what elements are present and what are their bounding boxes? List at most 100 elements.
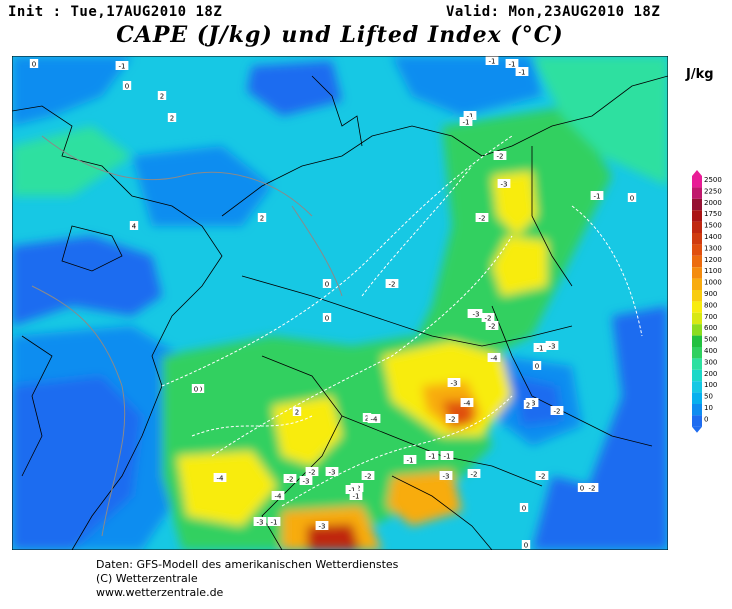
- legend-swatch: [692, 278, 702, 290]
- legend-swatch: [692, 392, 702, 404]
- positive-li-contours: [31, 135, 343, 537]
- credits-url[interactable]: www.wetterzentrale.de: [96, 586, 224, 599]
- lifted-index-label: -2: [485, 321, 499, 331]
- lifted-index-label: -2: [385, 279, 399, 289]
- svg-text:-1: -1: [489, 58, 496, 66]
- lifted-index-label: -1: [485, 56, 499, 66]
- lifted-index-label: 0: [322, 313, 332, 323]
- legend-min-arrow: [692, 426, 702, 433]
- svg-text:-3: -3: [443, 473, 450, 481]
- svg-text:2: 2: [526, 402, 530, 410]
- color-legend: 2500225020001750150014001300120011001000…: [692, 170, 722, 433]
- lifted-index-label: 0: [627, 193, 637, 203]
- svg-text:-2: -2: [539, 473, 546, 481]
- svg-text:-1: -1: [407, 457, 414, 465]
- legend-swatch: [692, 381, 702, 393]
- lifted-index-label: -4: [460, 398, 474, 408]
- legend-level-label: 200: [704, 370, 717, 378]
- svg-text:2: 2: [160, 93, 164, 101]
- svg-text:-1: -1: [353, 493, 360, 501]
- legend-swatch: [692, 335, 702, 347]
- lifted-index-label: -2: [475, 213, 489, 223]
- lifted-index-label: 0: [577, 483, 587, 493]
- svg-text:0: 0: [630, 195, 634, 203]
- lifted-index-label: 2: [523, 400, 533, 410]
- legend-swatch: [692, 369, 702, 382]
- lifted-index-label: -2: [467, 469, 481, 479]
- legend-level-label: 1400: [704, 233, 722, 241]
- lifted-index-label: -4: [271, 491, 285, 501]
- lifted-index-label: 0: [322, 279, 332, 289]
- lifted-index-label: 0: [29, 59, 39, 69]
- svg-text:-4: -4: [275, 493, 283, 501]
- legend-swatch: [692, 255, 702, 268]
- legend-level-label: 10: [704, 404, 713, 412]
- lifted-index-label: -1: [533, 343, 547, 353]
- lifted-index-label: 4: [129, 221, 139, 231]
- legend-swatch: [692, 187, 702, 199]
- lifted-index-label: -3: [439, 471, 453, 481]
- init-time: Init : Tue,17AUG2010 18Z: [8, 4, 223, 20]
- legend-swatch: [692, 404, 702, 416]
- legend-swatch: [692, 221, 702, 233]
- svg-text:0: 0: [325, 281, 329, 289]
- svg-text:-2: -2: [589, 485, 596, 493]
- lifted-index-label: -2: [550, 406, 564, 416]
- lifted-index-label: 0: [532, 361, 542, 371]
- legend-level-label: 100: [704, 381, 717, 389]
- svg-text:-1: -1: [519, 69, 526, 77]
- lifted-index-label: -1: [590, 191, 604, 201]
- lifted-index-label: -3: [469, 309, 483, 319]
- legend-unit: J/kg: [686, 67, 714, 82]
- legend-swatch: [692, 301, 702, 313]
- legend-swatch: [692, 358, 702, 370]
- svg-text:0: 0: [194, 386, 198, 394]
- legend-level-label: 800: [704, 301, 717, 309]
- legend-swatch: [692, 176, 702, 188]
- svg-text:0: 0: [522, 505, 526, 513]
- lifted-index-label: -1: [115, 61, 129, 71]
- lifted-index-label: -1: [345, 485, 359, 495]
- lifted-index-label: -2: [493, 151, 507, 161]
- data-credits: Daten: GFS-Modell des amerikanischen Wet…: [96, 558, 398, 600]
- credits-copyright: (C) Wetterzentrale: [96, 572, 198, 585]
- svg-text:-3: -3: [451, 380, 458, 388]
- legend-swatch: [692, 324, 702, 336]
- svg-text:2: 2: [260, 215, 264, 223]
- svg-text:-3: -3: [303, 478, 310, 486]
- lifted-index-label: -3: [315, 521, 329, 531]
- svg-text:-1: -1: [119, 63, 126, 71]
- lifted-index-label: -3: [545, 341, 559, 351]
- lifted-index-label: -1: [463, 111, 477, 121]
- credits-source: Daten: GFS-Modell des amerikanischen Wet…: [96, 558, 399, 571]
- lifted-index-label: -1: [349, 491, 363, 501]
- svg-text:-1: -1: [349, 487, 356, 495]
- svg-text:-2: -2: [449, 416, 456, 424]
- legend-level-label: 1300: [704, 244, 722, 252]
- legend-level-label: 2000: [704, 199, 722, 207]
- legend-level-label: 0: [704, 415, 708, 423]
- lifted-index-label: -2: [535, 471, 549, 481]
- svg-text:-2: -2: [479, 215, 486, 223]
- legend-level-label: 1200: [704, 256, 722, 264]
- lifted-index-label: -4: [487, 353, 501, 363]
- svg-text:-1: -1: [537, 345, 544, 353]
- legend-swatch: [692, 347, 702, 359]
- legend-swatch: [692, 415, 702, 427]
- svg-text:-2: -2: [554, 408, 561, 416]
- lifted-index-label: -4: [367, 414, 381, 424]
- svg-text:-3: -3: [549, 343, 556, 351]
- lifted-index-label: -3: [325, 467, 339, 477]
- lifted-index-label: 2: [167, 113, 177, 123]
- lifted-index-label: 2: [157, 91, 167, 101]
- svg-text:0: 0: [32, 61, 36, 69]
- svg-text:-4: -4: [217, 475, 225, 483]
- lifted-index-label: 2: [257, 213, 267, 223]
- legend-swatch: [692, 244, 702, 256]
- legend-level-label: 900: [704, 290, 717, 298]
- lifted-index-label: -1: [515, 67, 529, 77]
- lifted-index-label: -1: [425, 451, 439, 461]
- lifted-index-label: -1: [403, 455, 417, 465]
- legend-level-label: 50: [704, 393, 713, 401]
- legend-max-arrow: [692, 170, 702, 176]
